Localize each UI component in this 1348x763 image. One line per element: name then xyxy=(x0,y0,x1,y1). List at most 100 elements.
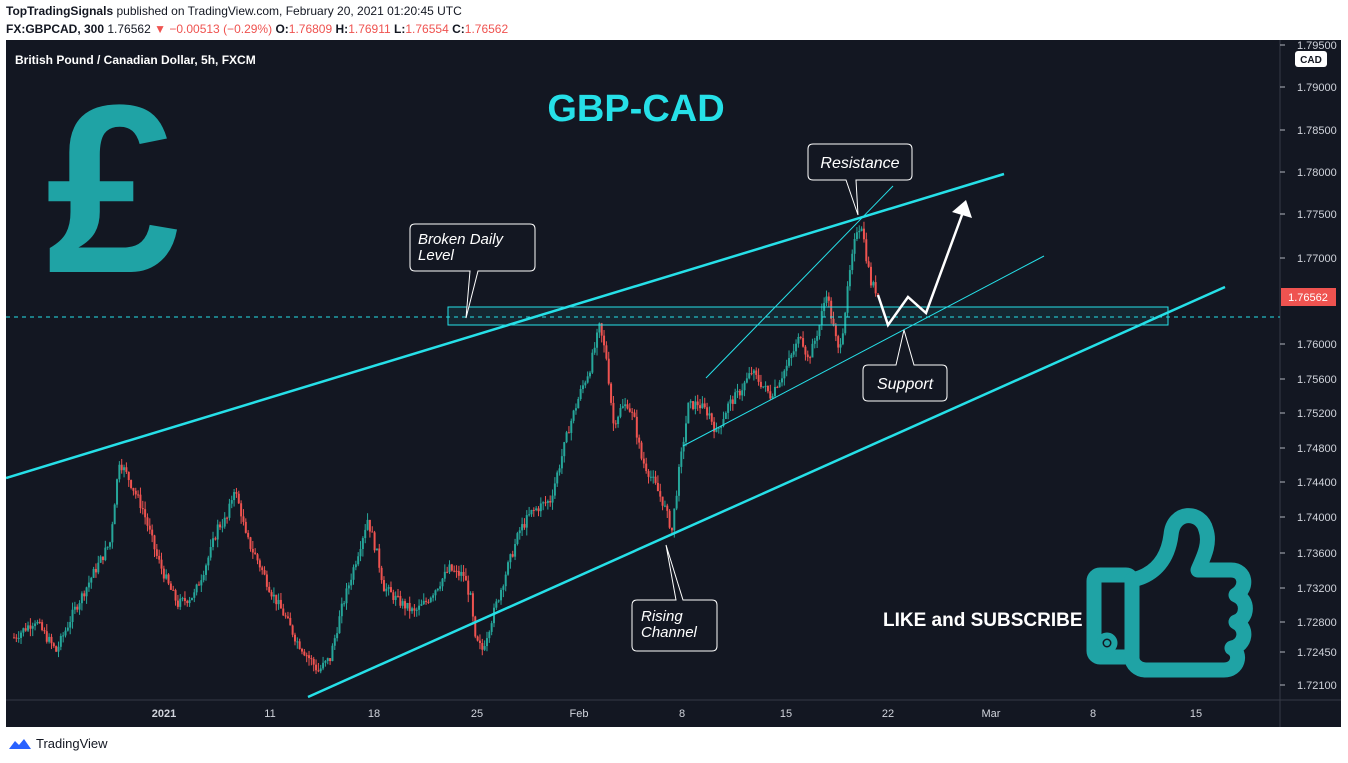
candle-body xyxy=(598,323,601,333)
candle-body xyxy=(90,577,93,583)
candle-body xyxy=(172,589,175,591)
candle-body xyxy=(347,585,350,589)
candle-body xyxy=(151,529,154,536)
candle-body xyxy=(848,270,851,287)
candle-body xyxy=(64,630,67,636)
candle-body xyxy=(584,382,587,386)
svg-text:£: £ xyxy=(46,55,179,323)
candle-body xyxy=(336,633,339,639)
y-tick-label: 1.76000 xyxy=(1297,339,1337,351)
candle-body xyxy=(345,588,348,604)
candle-body xyxy=(76,606,79,610)
x-tick-label: 8 xyxy=(1090,708,1096,720)
candle-body xyxy=(518,530,521,534)
candle-body xyxy=(792,351,795,355)
candle-body xyxy=(553,483,556,496)
minor-channel-lower xyxy=(682,255,1045,447)
x-tick-label: 2021 xyxy=(152,708,176,720)
y-tick-label: 1.73200 xyxy=(1297,583,1337,595)
candle-body xyxy=(85,587,88,597)
candle-body xyxy=(844,312,847,334)
time-axis[interactable]: 2021 11 18 25 Feb 8 15 22 Mar 8 15 xyxy=(152,708,1202,720)
candle-body xyxy=(272,594,275,597)
callout-broken-level: Broken Daily Level xyxy=(409,223,536,319)
candle-body xyxy=(158,555,161,560)
candle-body xyxy=(797,336,800,344)
candle-body xyxy=(20,632,23,638)
candle-body xyxy=(333,638,336,646)
candle-body xyxy=(258,560,261,568)
candle-body xyxy=(467,580,470,595)
candle-body xyxy=(811,343,814,358)
candle-body xyxy=(485,638,488,647)
candle-body xyxy=(132,487,135,491)
footer-brand[interactable]: TradingView xyxy=(8,736,108,751)
candle-body xyxy=(509,554,512,563)
publisher-name[interactable]: TopTradingSignals xyxy=(6,4,114,18)
candle-body xyxy=(387,587,390,589)
candle-body xyxy=(116,479,119,505)
candle-body xyxy=(635,416,638,438)
candle-body xyxy=(397,595,399,597)
candle-body xyxy=(197,584,200,586)
candle-body xyxy=(853,239,856,254)
x-tick-label: Feb xyxy=(570,708,589,720)
candle-body xyxy=(862,228,865,240)
candle-body xyxy=(265,574,268,587)
minor-channel-upper xyxy=(705,185,894,379)
price-chart[interactable]: British Pound / Canadian Dollar, 5h, FXC… xyxy=(5,40,1341,727)
candle-body xyxy=(759,381,762,387)
candle-body xyxy=(478,640,481,644)
candle-body xyxy=(535,508,538,511)
price-axis[interactable]: 1.79500 1.79000 1.78500 1.78000 1.77500 1.770… xyxy=(1280,40,1337,692)
close-value: 1.76562 xyxy=(464,22,509,36)
candle-body xyxy=(523,524,526,528)
last-price-badge: 1.76562 xyxy=(1281,288,1336,306)
chart-area[interactable]: British Pound / Canadian Dollar, 5h, FXC… xyxy=(5,40,1341,727)
candle-body xyxy=(804,346,807,355)
last-price: 1.76562 xyxy=(107,22,151,36)
candle-body xyxy=(663,505,666,507)
candle-body xyxy=(717,427,720,429)
candle-body xyxy=(123,467,126,471)
candle-body xyxy=(17,637,20,639)
candle-body xyxy=(71,609,74,623)
candle-body xyxy=(542,502,545,504)
candle-body xyxy=(736,390,739,393)
callout-resistance: Resistance xyxy=(807,143,913,216)
candle-body xyxy=(586,376,589,383)
candle-body xyxy=(371,531,374,533)
candles-layer xyxy=(13,221,879,674)
candle-body xyxy=(137,494,140,496)
candle-body xyxy=(312,659,315,665)
candle-body xyxy=(392,592,395,600)
candle-body xyxy=(228,503,231,518)
candle-body xyxy=(589,372,591,377)
ohlc-legend: FX:GBPCAD, 300 1.76562 ▼ −0.00513 (−0.29… xyxy=(6,22,508,36)
candle-body xyxy=(851,253,854,271)
candle-body xyxy=(820,311,823,326)
x-tick-label: 15 xyxy=(1190,708,1202,720)
candle-body xyxy=(406,602,409,609)
candle-body xyxy=(352,567,355,580)
candle-body xyxy=(783,370,786,379)
candle-body xyxy=(263,570,266,575)
thumbs-up-icon xyxy=(1086,508,1253,678)
candle-body xyxy=(125,467,128,472)
candle-body xyxy=(507,562,510,575)
callout-support: Support xyxy=(862,329,948,402)
candle-body xyxy=(766,385,769,392)
candle-body xyxy=(865,239,868,262)
candle-body xyxy=(223,517,226,527)
candle-body xyxy=(80,593,83,604)
candle-body xyxy=(120,464,123,471)
candle-body xyxy=(504,574,507,587)
candle-body xyxy=(59,635,62,647)
y-tick-label: 1.72450 xyxy=(1297,647,1337,659)
candle-body xyxy=(354,564,357,568)
x-tick-label: 22 xyxy=(882,708,894,720)
candle-body xyxy=(221,526,224,528)
candle-body xyxy=(464,575,467,581)
candle-body xyxy=(652,476,655,478)
candle-body xyxy=(546,500,549,503)
